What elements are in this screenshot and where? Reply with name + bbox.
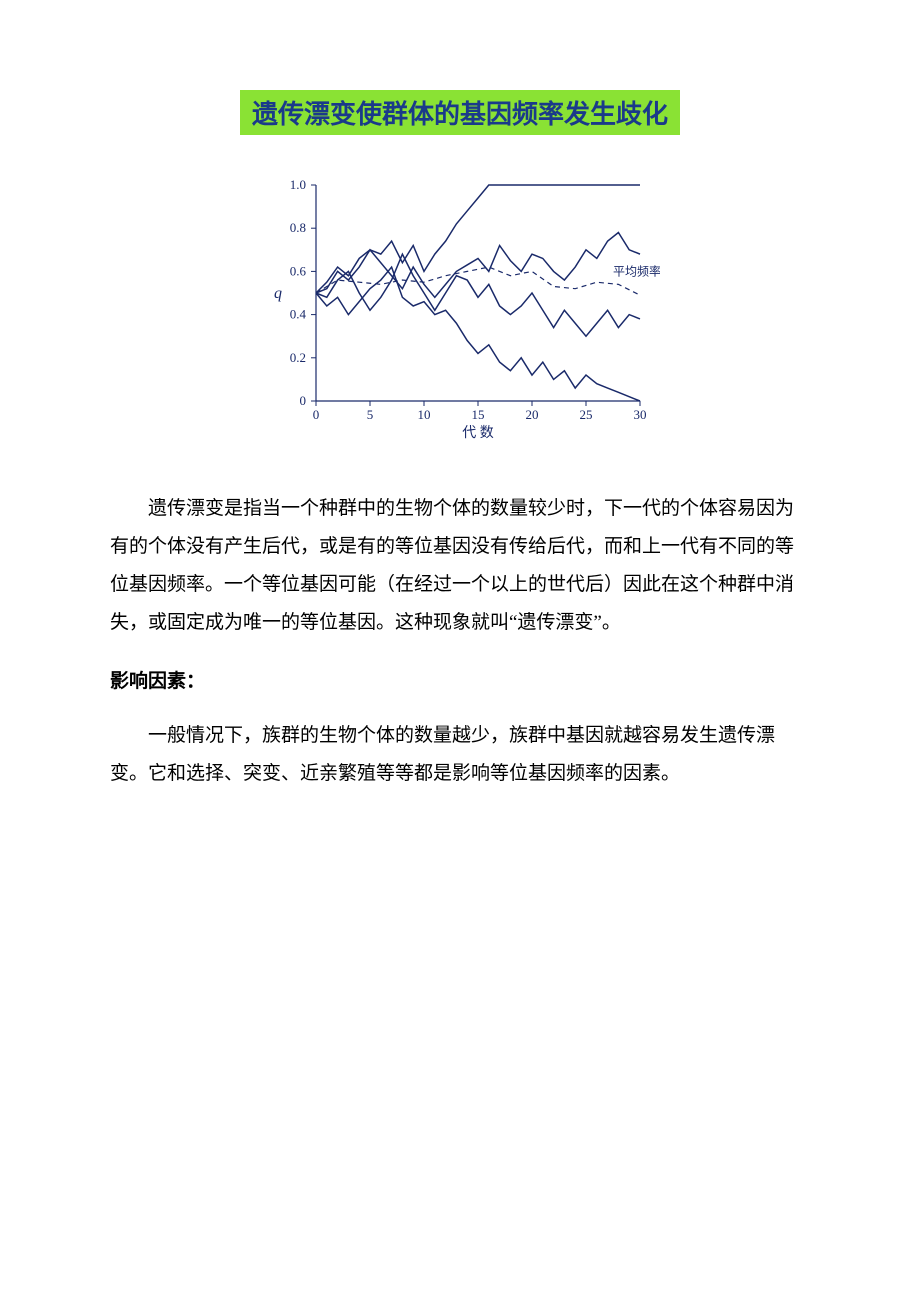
title-block: 遗传漂变使群体的基因频率发生歧化 (110, 90, 810, 135)
chart-container: 0 5 10 15 20 25 30 0 0.2 0.4 0.6 0.8 1.0 代 数 q 平均频率 (110, 175, 810, 450)
svg-text:25: 25 (580, 407, 593, 422)
svg-text:5: 5 (367, 407, 374, 422)
svg-text:30: 30 (634, 407, 647, 422)
section-heading-factors: 影响因素： (110, 666, 810, 693)
svg-text:10: 10 (418, 407, 431, 422)
svg-text:0: 0 (300, 393, 307, 408)
svg-text:q: q (274, 285, 282, 302)
svg-text:0.2: 0.2 (290, 350, 306, 365)
genetic-drift-chart: 0 5 10 15 20 25 30 0 0.2 0.4 0.6 0.8 1.0 代 数 q 平均频率 (260, 175, 660, 445)
svg-text:1.0: 1.0 (290, 177, 306, 192)
svg-text:0.4: 0.4 (290, 307, 307, 322)
page-title: 遗传漂变使群体的基因频率发生歧化 (240, 90, 680, 135)
svg-text:0: 0 (313, 407, 320, 422)
svg-text:0.6: 0.6 (290, 263, 307, 278)
paragraph-factors: 一般情况下，族群的生物个体的数量越少，族群中基因就越容易发生遗传漂变。它和选择、… (110, 717, 810, 793)
svg-text:15: 15 (472, 407, 485, 422)
svg-text:20: 20 (526, 407, 539, 422)
svg-text:平均频率: 平均频率 (613, 264, 660, 279)
svg-text:代 数: 代 数 (462, 425, 494, 441)
svg-text:0.8: 0.8 (290, 220, 306, 235)
paragraph-intro: 遗传漂变是指当一个种群中的生物个体的数量较少时，下一代的个体容易因为有的个体没有… (110, 490, 810, 642)
